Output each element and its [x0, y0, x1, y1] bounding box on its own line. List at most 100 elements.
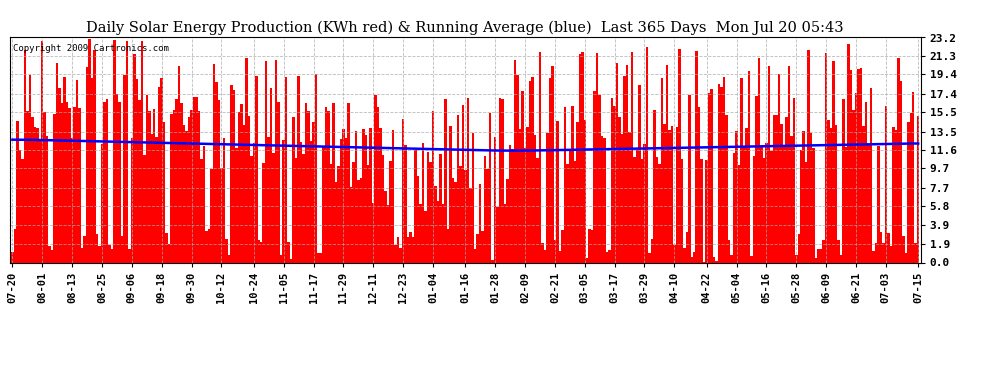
Bar	[723, 76, 726, 262]
Bar	[68, 108, 71, 262]
Bar	[449, 126, 451, 262]
Bar	[241, 104, 243, 262]
Bar	[793, 98, 795, 262]
Bar	[183, 125, 185, 262]
Bar	[852, 110, 854, 262]
Bar	[736, 132, 738, 262]
Bar	[338, 166, 340, 262]
Bar	[591, 230, 593, 262]
Bar	[382, 155, 384, 262]
Bar	[823, 240, 825, 262]
Bar	[619, 117, 621, 262]
Bar	[26, 111, 29, 262]
Bar	[678, 49, 680, 262]
Bar	[606, 252, 609, 262]
Bar	[317, 253, 320, 262]
Bar	[414, 150, 417, 262]
Bar	[250, 156, 252, 262]
Bar	[417, 176, 419, 262]
Bar	[305, 104, 307, 262]
Bar	[601, 136, 604, 262]
Bar	[772, 115, 775, 262]
Bar	[621, 134, 624, 262]
Bar	[716, 261, 718, 262]
Bar	[208, 229, 210, 262]
Bar	[481, 231, 484, 262]
Bar	[895, 130, 897, 262]
Bar	[379, 128, 382, 262]
Bar	[41, 41, 44, 262]
Bar	[668, 130, 670, 262]
Bar	[359, 178, 362, 262]
Bar	[34, 127, 36, 262]
Bar	[419, 204, 422, 262]
Bar	[53, 114, 56, 262]
Bar	[193, 97, 195, 262]
Bar	[364, 135, 367, 262]
Bar	[170, 114, 173, 262]
Bar	[847, 44, 849, 262]
Bar	[854, 93, 857, 262]
Bar	[527, 127, 529, 262]
Bar	[765, 143, 767, 262]
Bar	[558, 251, 561, 262]
Bar	[833, 61, 835, 262]
Bar	[844, 147, 847, 262]
Bar	[160, 78, 163, 262]
Bar	[369, 128, 372, 262]
Bar	[200, 159, 203, 262]
Bar	[302, 154, 305, 262]
Bar	[471, 133, 474, 262]
Bar	[548, 78, 551, 262]
Bar	[188, 117, 190, 262]
Bar	[706, 160, 708, 262]
Bar	[66, 102, 68, 262]
Bar	[50, 250, 53, 262]
Bar	[869, 88, 872, 262]
Bar	[745, 128, 747, 262]
Bar	[287, 242, 290, 262]
Bar	[228, 255, 230, 262]
Bar	[795, 255, 798, 262]
Bar	[330, 164, 333, 262]
Bar	[713, 257, 716, 262]
Bar	[435, 186, 437, 262]
Bar	[670, 126, 673, 262]
Bar	[108, 246, 111, 262]
Bar	[810, 134, 813, 262]
Bar	[340, 139, 343, 262]
Bar	[387, 205, 389, 262]
Bar	[265, 62, 267, 262]
Bar	[333, 103, 335, 262]
Bar	[116, 94, 118, 262]
Bar	[73, 107, 76, 262]
Bar	[750, 256, 752, 262]
Bar	[524, 147, 527, 262]
Bar	[532, 77, 534, 262]
Bar	[808, 50, 810, 262]
Bar	[690, 257, 693, 262]
Bar	[260, 242, 262, 262]
Bar	[111, 249, 113, 262]
Bar	[113, 40, 116, 262]
Bar	[205, 231, 208, 262]
Bar	[546, 132, 548, 262]
Bar	[604, 138, 606, 262]
Bar	[195, 97, 198, 262]
Bar	[742, 146, 745, 262]
Bar	[738, 165, 741, 262]
Bar	[755, 96, 757, 262]
Bar	[767, 66, 770, 262]
Bar	[461, 105, 464, 262]
Bar	[442, 204, 445, 262]
Bar	[322, 147, 325, 262]
Bar	[568, 150, 571, 262]
Bar	[282, 140, 285, 262]
Bar	[86, 67, 88, 262]
Bar	[432, 111, 435, 262]
Bar	[519, 129, 522, 262]
Bar	[782, 147, 785, 262]
Bar	[101, 144, 103, 262]
Bar	[123, 75, 126, 262]
Bar	[494, 137, 496, 262]
